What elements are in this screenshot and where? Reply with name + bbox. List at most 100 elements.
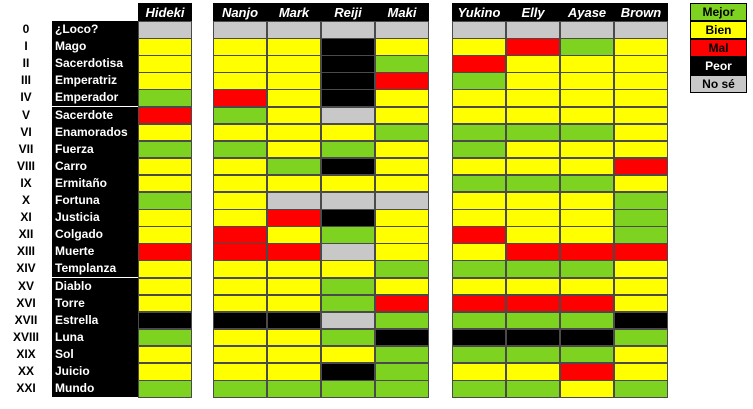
rating-cell bbox=[138, 72, 192, 90]
rating-cell bbox=[375, 38, 429, 56]
rating-cell bbox=[375, 380, 429, 398]
arcana-name: Fortuna bbox=[52, 192, 138, 210]
column-header-ayase: Ayase bbox=[560, 3, 614, 21]
arcana-name: Mago bbox=[52, 38, 138, 56]
rating-cell bbox=[213, 89, 267, 107]
rating-cell bbox=[138, 294, 192, 313]
arcana-name: Fuerza bbox=[52, 140, 138, 158]
rating-cell bbox=[452, 243, 506, 261]
rating-cell bbox=[452, 72, 506, 90]
legend-item-peor: Peor bbox=[690, 57, 747, 75]
rating-cell bbox=[560, 226, 614, 244]
rating-cell bbox=[213, 226, 267, 244]
rating-cell bbox=[321, 21, 375, 39]
arcana-name: ¿Loco? bbox=[52, 21, 138, 39]
rating-cell bbox=[213, 311, 267, 330]
rating-cell bbox=[213, 243, 267, 261]
rating-cell bbox=[138, 363, 192, 381]
rating-cell bbox=[267, 328, 321, 347]
rating-cell bbox=[506, 294, 560, 313]
rating-cell bbox=[452, 380, 506, 398]
rating-cell bbox=[138, 226, 192, 244]
arcana-name: Sol bbox=[52, 345, 138, 363]
rating-cell bbox=[213, 363, 267, 381]
rating-cell bbox=[560, 260, 614, 278]
rating-cell bbox=[560, 174, 614, 193]
rating-cell bbox=[375, 209, 429, 227]
rating-cell bbox=[614, 38, 668, 56]
rating-cell bbox=[213, 55, 267, 73]
rating-cell bbox=[375, 328, 429, 347]
rating-cell bbox=[614, 174, 668, 193]
arcana-name: Colgado bbox=[52, 226, 138, 244]
arcana-number: XXI bbox=[16, 381, 36, 396]
rating-cell bbox=[138, 328, 192, 347]
rating-cell bbox=[506, 380, 560, 398]
rating-cell bbox=[614, 277, 668, 296]
rating-cell bbox=[375, 294, 429, 313]
rating-cell bbox=[213, 345, 267, 364]
rating-cell bbox=[267, 277, 321, 296]
rating-cell bbox=[614, 243, 668, 261]
rating-cell bbox=[560, 192, 614, 210]
arcana-name: Emperador bbox=[52, 89, 138, 107]
rating-cell bbox=[321, 209, 375, 227]
rating-cell bbox=[452, 106, 506, 125]
rating-cell bbox=[614, 192, 668, 210]
legend-item-bien: Bien bbox=[690, 21, 747, 39]
rating-cell bbox=[267, 38, 321, 56]
rating-cell bbox=[138, 89, 192, 107]
rating-cell bbox=[321, 363, 375, 381]
arcana-number: IX bbox=[20, 175, 32, 190]
rating-cell bbox=[614, 328, 668, 347]
rating-cell bbox=[321, 157, 375, 176]
rating-cell bbox=[138, 174, 192, 193]
rating-cell bbox=[267, 123, 321, 142]
rating-cell bbox=[506, 328, 560, 347]
rating-cell bbox=[560, 123, 614, 142]
rating-cell bbox=[614, 345, 668, 364]
arcana-number: XIV bbox=[16, 261, 36, 276]
arcana-number: XIII bbox=[16, 244, 35, 259]
arcana-number: VIII bbox=[16, 158, 35, 173]
rating-cell bbox=[321, 72, 375, 90]
rating-cell bbox=[138, 380, 192, 398]
rating-cell bbox=[560, 328, 614, 347]
rating-cell bbox=[321, 192, 375, 210]
rating-cell bbox=[321, 38, 375, 56]
rating-cell bbox=[267, 140, 321, 159]
rating-cell bbox=[321, 89, 375, 107]
rating-cell bbox=[321, 380, 375, 398]
arcana-name: Justicia bbox=[52, 209, 138, 227]
column-header-mark: Mark bbox=[267, 3, 321, 21]
arcana-number: XVI bbox=[16, 295, 36, 310]
column-header-hideki: Hideki bbox=[138, 3, 192, 21]
rating-cell bbox=[138, 55, 192, 73]
rating-cell bbox=[267, 311, 321, 330]
rating-cell bbox=[506, 226, 560, 244]
column-header-yukino: Yukino bbox=[452, 3, 506, 21]
rating-cell bbox=[560, 345, 614, 364]
arcana-number: XII bbox=[18, 227, 34, 242]
rating-cell bbox=[267, 89, 321, 107]
rating-cell bbox=[560, 38, 614, 56]
rating-cell bbox=[375, 174, 429, 193]
rating-cell bbox=[614, 380, 668, 398]
arcana-number: I bbox=[24, 39, 28, 54]
rating-cell bbox=[452, 192, 506, 210]
legend-item-mal: Mal bbox=[690, 39, 747, 57]
legend-item-nos: No sé bbox=[690, 75, 747, 93]
rating-cell bbox=[614, 89, 668, 107]
rating-cell bbox=[560, 294, 614, 313]
rating-cell bbox=[452, 21, 506, 39]
arcana-name: Juicio bbox=[52, 363, 138, 381]
arcana-name: Enamorados bbox=[52, 123, 138, 141]
rating-cell bbox=[452, 157, 506, 176]
arcana-name: Sacerdotisa bbox=[52, 55, 138, 73]
arcana-number: X bbox=[21, 193, 30, 207]
rating-cell bbox=[213, 328, 267, 347]
rating-cell bbox=[267, 174, 321, 193]
arcana-number: XVII bbox=[14, 312, 38, 327]
rating-cell bbox=[452, 328, 506, 347]
rating-cell bbox=[375, 260, 429, 278]
